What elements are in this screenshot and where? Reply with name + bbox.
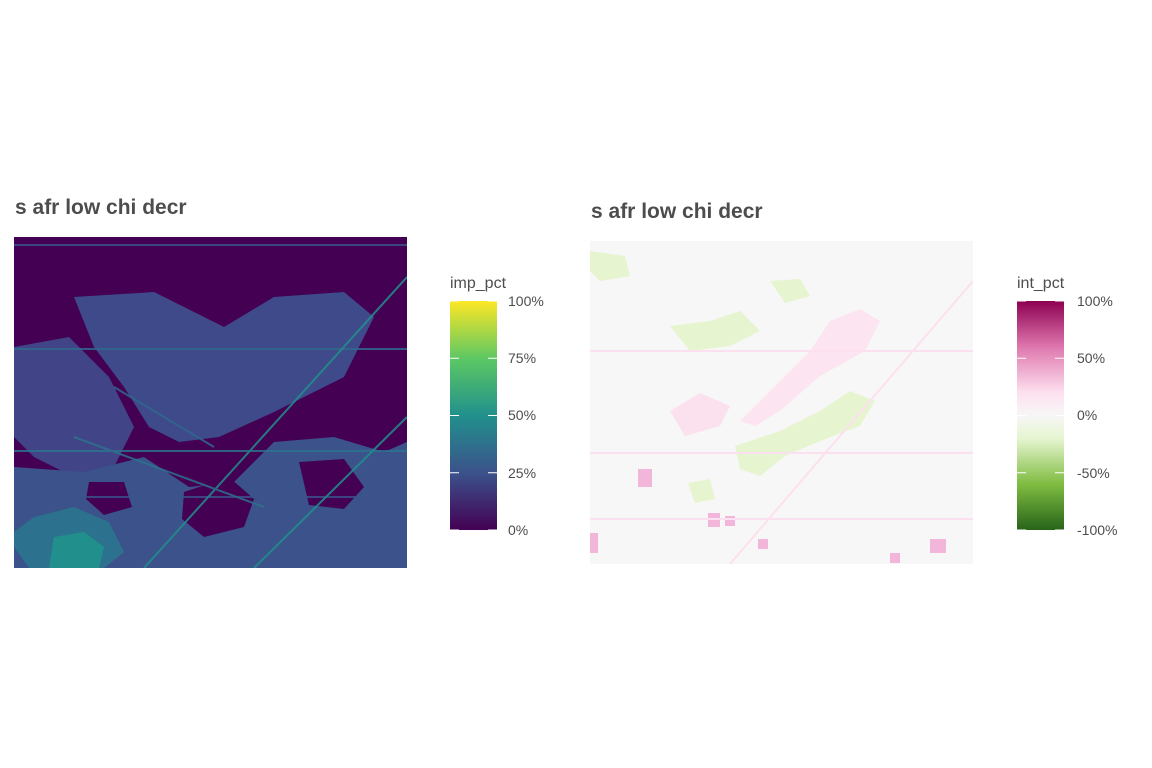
legend-1-colorbar [450, 301, 497, 531]
legend-2-tick-0: 0% [1077, 407, 1098, 423]
legend-2-colorbar [1017, 301, 1064, 531]
map2-negative-patch-4 [688, 479, 715, 503]
chart-1-title: s afr low chi decr [15, 196, 187, 219]
map2-positive-band-left [670, 393, 730, 436]
chart-2-title: s afr low chi decr [591, 200, 763, 223]
map1-dark-island-1 [182, 477, 254, 537]
map1-left-band [14, 337, 134, 477]
map2-positive-band [740, 309, 880, 426]
legend-2-tick-m50: -50% [1077, 465, 1110, 481]
legend-1-tick-50: 50% [508, 407, 537, 423]
map2-negative-patch-3 [770, 279, 810, 303]
map1-central-band [74, 292, 374, 442]
map2-negative-band [735, 391, 875, 476]
map1-streaks [14, 244, 407, 568]
chart-2-heatmap [590, 241, 973, 564]
map1-lower-left-bright [49, 532, 104, 568]
legend-1-tick-75: 75% [508, 350, 537, 366]
map1-dark-island-3 [86, 482, 132, 515]
legend-1-title: imp_pct [450, 275, 507, 292]
map2-negative-patch-1 [670, 311, 760, 351]
map2-streaks [590, 280, 973, 564]
legend-2-title: int_pct [1017, 275, 1065, 292]
legend-2-tick-100: 100% [1077, 293, 1113, 309]
chart-1-heatmap [14, 237, 407, 568]
legend-1-tick-25: 25% [508, 465, 537, 481]
map2-negative-patch-2 [590, 251, 630, 281]
legend-2-tick-m100: -100% [1077, 522, 1118, 538]
legend-1-tick-0: 0% [508, 522, 529, 538]
legend-1-tick-100: 100% [508, 293, 544, 309]
legend-2-tick-50: 50% [1077, 350, 1106, 366]
